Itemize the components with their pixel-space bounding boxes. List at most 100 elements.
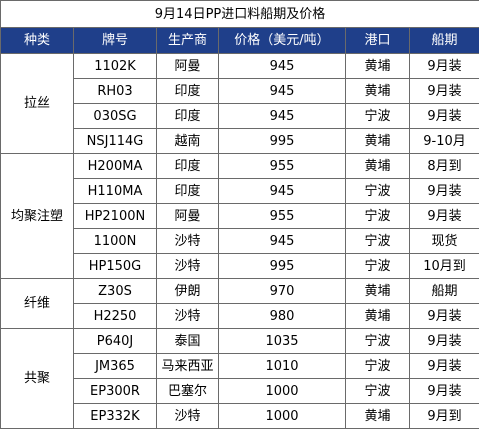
producer-cell: 印度 xyxy=(156,103,219,129)
price-cell: 970 xyxy=(218,278,346,304)
price-cell: 945 xyxy=(218,78,346,104)
shipment-cell: 10月到 xyxy=(408,253,479,279)
table-row: 1100N 沙特 945 宁波 现货 xyxy=(1,228,479,254)
price-cell: 980 xyxy=(218,303,346,329)
category-cell: 拉丝 xyxy=(0,53,74,154)
port-cell: 黄埔 xyxy=(345,128,410,154)
grade-cell: H200MA xyxy=(73,153,157,179)
price-cell: 1000 xyxy=(218,378,346,404)
port-cell: 宁波 xyxy=(345,328,410,354)
price-cell: 995 xyxy=(218,128,346,154)
port-cell: 黄埔 xyxy=(345,153,410,179)
producer-cell: 阿曼 xyxy=(156,203,219,229)
price-cell: 1000 xyxy=(218,403,346,429)
port-cell: 黄埔 xyxy=(345,403,410,429)
shipment-cell: 9月装 xyxy=(408,303,479,329)
grade-cell: P640J xyxy=(73,328,157,354)
shipment-cell: 9月装 xyxy=(408,178,479,204)
producer-cell: 越南 xyxy=(156,128,219,154)
shipment-cell: 8月到 xyxy=(408,153,479,179)
table-row: EP300R 巴塞尔 1000 宁波 9月装 xyxy=(1,378,479,404)
price-cell: 955 xyxy=(218,153,346,179)
table-row: 共聚 P640J 泰国 1035 宁波 9月装 xyxy=(0,328,479,429)
shipment-cell: 现货 xyxy=(408,228,479,254)
producer-cell: 印度 xyxy=(156,153,219,179)
port-cell: 黄埔 xyxy=(345,303,410,329)
shipment-cell: 9月到 xyxy=(408,403,479,429)
shipment-cell: 9-10月 xyxy=(408,128,479,154)
grade-cell: 1102K xyxy=(73,53,157,79)
shipment-header: 船期 xyxy=(408,27,479,54)
shipment-cell: 9月装 xyxy=(408,328,479,354)
category-header: 种类 xyxy=(0,27,74,54)
table-row: 纤维 Z30S 伊朗 970 黄埔 船期 xyxy=(0,278,479,329)
producer-cell: 沙特 xyxy=(156,403,219,429)
producer-cell: 沙特 xyxy=(156,253,219,279)
grade-cell: Z30S xyxy=(73,278,157,304)
shipment-cell: 9月装 xyxy=(408,353,479,379)
producer-cell: 沙特 xyxy=(156,228,219,254)
port-cell: 黄埔 xyxy=(345,53,410,79)
shipment-cell: 9月装 xyxy=(408,378,479,404)
port-cell: 黄埔 xyxy=(345,78,410,104)
port-cell: 宁波 xyxy=(345,228,410,254)
grade-cell: 1100N xyxy=(73,228,157,254)
table-row: JM365 马来西亚 1010 宁波 9月装 xyxy=(1,353,479,379)
table-row: 拉丝 1102K 阿曼 945 黄埔 9月装 xyxy=(0,53,479,154)
pp-import-price-table: 9月14日PP进口料船期及价格 种类 牌号 生产商 价格（美元/吨） 港口 船期 拉丝 11… xyxy=(0,0,479,429)
price-cell: 945 xyxy=(218,228,346,254)
grade-cell: H2250 xyxy=(73,303,157,329)
port-cell: 宁波 xyxy=(345,203,410,229)
grade-cell: HP2100N xyxy=(73,203,157,229)
table-row: RH03 印度 945 黄埔 9月装 xyxy=(1,78,479,104)
shipment-cell: 9月装 xyxy=(408,53,479,79)
header-row: 种类 牌号 生产商 价格（美元/吨） 港口 船期 xyxy=(0,27,479,54)
port-cell: 宁波 xyxy=(345,253,410,279)
price-cell: 1010 xyxy=(218,353,346,379)
table-body: 拉丝 1102K 阿曼 945 黄埔 9月装 RH03 印度 945 黄埔 9月装 030SG 印度 94… xyxy=(0,53,479,429)
producer-cell: 印度 xyxy=(156,78,219,104)
shipment-cell: 9月装 xyxy=(408,203,479,229)
price-header: 价格（美元/吨） xyxy=(218,27,346,54)
shipment-cell: 船期 xyxy=(408,278,479,304)
table-title: 9月14日PP进口料船期及价格 xyxy=(0,0,479,28)
grade-cell: NSJ114G xyxy=(73,128,157,154)
producer-cell: 印度 xyxy=(156,178,219,204)
category-cell: 共聚 xyxy=(0,328,74,429)
grade-cell: HP150G xyxy=(73,253,157,279)
table-row: NSJ114G 越南 995 黄埔 9-10月 xyxy=(1,128,479,154)
port-cell: 宁波 xyxy=(345,178,410,204)
grade-cell: H110MA xyxy=(73,178,157,204)
producer-cell: 伊朗 xyxy=(156,278,219,304)
producer-cell: 马来西亚 xyxy=(156,353,219,379)
table-row: 030SG 印度 945 宁波 9月装 xyxy=(1,103,479,129)
port-cell: 黄埔 xyxy=(345,278,410,304)
category-cell: 均聚注塑 xyxy=(0,153,74,279)
grade-cell: 030SG xyxy=(73,103,157,129)
producer-cell: 巴塞尔 xyxy=(156,378,219,404)
grade-cell: RH03 xyxy=(73,78,157,104)
table-row: H110MA 印度 945 宁波 9月装 xyxy=(1,178,479,204)
producer-cell: 沙特 xyxy=(156,303,219,329)
port-cell: 宁波 xyxy=(345,378,410,404)
grade-header: 牌号 xyxy=(73,27,157,54)
price-cell: 1035 xyxy=(218,328,346,354)
grade-cell: EP300R xyxy=(73,378,157,404)
port-header: 港口 xyxy=(345,27,410,54)
price-cell: 955 xyxy=(218,203,346,229)
table-row: 均聚注塑 H200MA 印度 955 黄埔 8月到 xyxy=(0,153,479,279)
price-cell: 945 xyxy=(218,53,346,79)
table-row: HP2100N 阿曼 955 宁波 9月装 xyxy=(1,203,479,229)
price-cell: 945 xyxy=(218,103,346,129)
table-row: EP332K 沙特 1000 黄埔 9月到 xyxy=(1,403,479,429)
port-cell: 宁波 xyxy=(345,353,410,379)
producer-cell: 阿曼 xyxy=(156,53,219,79)
producer-header: 生产商 xyxy=(156,27,219,54)
price-cell: 995 xyxy=(218,253,346,279)
shipment-cell: 9月装 xyxy=(408,78,479,104)
category-cell: 纤维 xyxy=(0,278,74,329)
price-cell: 945 xyxy=(218,178,346,204)
grade-cell: JM365 xyxy=(73,353,157,379)
producer-cell: 泰国 xyxy=(156,328,219,354)
grade-cell: EP332K xyxy=(73,403,157,429)
